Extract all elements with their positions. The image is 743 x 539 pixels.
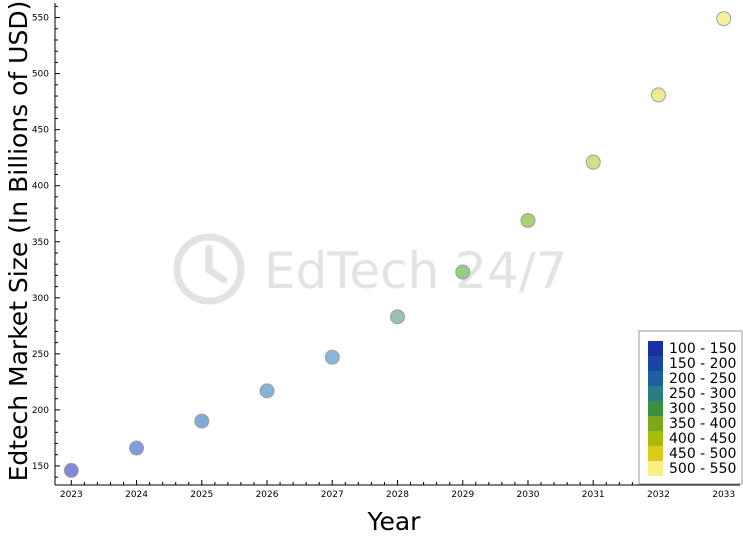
x-tick-label: 2028 xyxy=(386,490,409,500)
legend-label: 450 - 500 xyxy=(669,446,736,462)
y-tick-label: 300 xyxy=(32,294,49,304)
x-tick-label: 2033 xyxy=(712,490,735,500)
legend-swatch xyxy=(648,356,663,371)
y-tick-label: 200 xyxy=(32,406,49,416)
y-tick-label: 150 xyxy=(32,462,49,472)
legend-label: 200 - 250 xyxy=(669,371,736,387)
y-axis-label: Edtech Market Size (In Billions of USD) xyxy=(4,1,33,482)
legend-swatch xyxy=(648,416,663,431)
data-points xyxy=(63,11,732,478)
data-point xyxy=(520,212,536,228)
x-tick-label: 2026 xyxy=(256,490,279,500)
x-tick-label: 2032 xyxy=(647,490,670,500)
legend-label: 250 - 300 xyxy=(669,386,736,402)
legend-swatch xyxy=(648,446,663,461)
data-point xyxy=(650,87,666,103)
data-point xyxy=(129,440,145,456)
clock-icon xyxy=(173,233,245,305)
y-tick-label: 450 xyxy=(32,126,49,136)
y-tick-label: 500 xyxy=(32,70,49,80)
data-point xyxy=(259,383,275,399)
legend-swatch xyxy=(648,371,663,386)
data-point xyxy=(194,413,210,429)
x-tick-label: 2023 xyxy=(60,490,83,500)
watermark-text: EdTech 24/7 xyxy=(264,242,568,300)
legend-label: 400 - 450 xyxy=(669,431,736,447)
x-tick-label: 2031 xyxy=(582,490,605,500)
data-point xyxy=(324,349,340,365)
x-tick-label: 2025 xyxy=(190,490,213,500)
legend-label: 150 - 200 xyxy=(669,356,736,372)
x-axis-label: Year xyxy=(367,507,422,536)
legend-swatch xyxy=(648,401,663,416)
data-point xyxy=(63,462,79,478)
x-tick-label: 2027 xyxy=(321,490,344,500)
y-tick-label: 250 xyxy=(32,350,49,360)
data-point xyxy=(585,154,601,170)
watermark: EdTech 24/7 xyxy=(173,233,568,305)
axes: 150 200 250 300 350 400 450 500 550 2023 2024 2025 2… xyxy=(32,3,740,500)
y-tick-label: 400 xyxy=(32,182,49,192)
x-tick-label: 2030 xyxy=(517,490,540,500)
y-tick-label: 350 xyxy=(32,238,49,248)
legend-swatch xyxy=(648,386,663,401)
data-point xyxy=(390,309,405,325)
legend-swatch xyxy=(648,431,663,446)
x-tick-label: 2024 xyxy=(125,490,148,500)
x-tick-label: 2029 xyxy=(451,490,474,500)
legend-label: 100 - 150 xyxy=(669,341,736,357)
legend-label: 350 - 400 xyxy=(669,416,736,432)
data-point xyxy=(716,11,732,27)
legend-swatch xyxy=(648,461,663,476)
data-point xyxy=(455,264,471,280)
legend-swatch xyxy=(648,341,663,356)
legend-label: 500 - 550 xyxy=(669,461,736,477)
legend-label: 300 - 350 xyxy=(669,401,736,417)
y-tick-label: 550 xyxy=(32,14,49,24)
